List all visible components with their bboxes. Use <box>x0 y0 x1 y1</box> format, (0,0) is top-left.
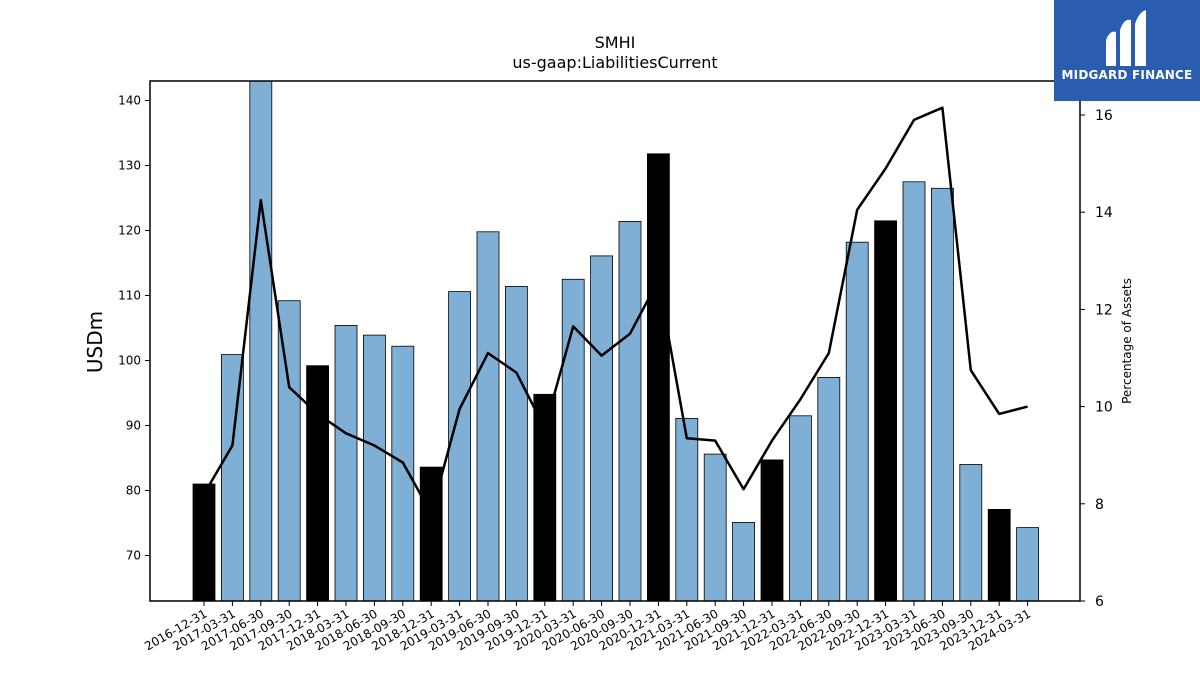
bar-2020-06-30 <box>590 255 613 602</box>
bar-2022-12-31 <box>874 220 897 602</box>
y-tick-label: 110 <box>118 289 141 303</box>
bar-2021-06-30 <box>703 453 727 602</box>
bar-2022-03-31 <box>789 415 812 602</box>
bar-2019-06-30 <box>476 231 500 602</box>
bar-2017-03-31 <box>220 354 244 602</box>
bar-2023-03-31 <box>902 181 926 602</box>
bar-2016-12-31 <box>192 483 216 602</box>
bar-2023-06-30 <box>931 187 954 602</box>
y2-tick-label: 14 <box>1095 205 1113 221</box>
chart-title: SMHI <box>595 33 636 52</box>
y2-axis-label: Percentage of Assets <box>1120 278 1134 404</box>
y-tick-label: 90 <box>126 419 141 433</box>
bar-2021-12-31 <box>760 459 784 602</box>
bar-2018-09-30 <box>391 345 415 602</box>
y2-tick-label: 12 <box>1095 302 1113 318</box>
bar-series <box>192 80 1039 602</box>
bar-2019-09-30 <box>504 285 528 602</box>
y2-tick-label: 8 <box>1095 497 1104 513</box>
bar-2023-09-30 <box>959 464 983 602</box>
bar-2017-09-30 <box>277 300 301 602</box>
y-tick-label: 140 <box>118 94 141 108</box>
y-tick-label: 70 <box>126 549 141 563</box>
plot-frame <box>149 80 1081 602</box>
y-tick-label: 100 <box>118 354 141 368</box>
y-axis-label: USDm <box>83 311 107 373</box>
logo-mark-icon <box>1106 10 1146 66</box>
percentage-line <box>202 106 1028 515</box>
y-tick-label: 130 <box>118 159 141 173</box>
y2-tick-label: 6 <box>1095 594 1104 610</box>
line-series <box>202 106 1028 515</box>
bar-2018-03-31 <box>334 324 358 602</box>
bar-2017-06-30 <box>249 80 273 602</box>
bar-2020-12-31 <box>647 153 670 602</box>
bar-2023-12-31 <box>987 508 1011 602</box>
bar-2024-03-31 <box>1016 527 1039 602</box>
bar-2017-12-31 <box>306 365 330 602</box>
chart-subtitle: us-gaap:LiabilitiesCurrent <box>512 53 717 72</box>
bar-2020-09-30 <box>618 220 642 602</box>
y2-tick-label: 10 <box>1095 400 1113 416</box>
bar-2019-03-31 <box>448 291 472 602</box>
bar-2021-09-30 <box>732 522 755 602</box>
logo-text: MIDGARD FINANCE <box>1061 68 1193 82</box>
bar-2018-06-30 <box>362 334 386 602</box>
bar-2022-06-30 <box>817 376 841 602</box>
midgard-finance-logo: MIDGARD FINANCE <box>1054 0 1200 101</box>
bar-2021-03-31 <box>675 417 699 602</box>
y-tick-label: 80 <box>126 484 141 498</box>
y2-tick-label: 16 <box>1095 108 1113 124</box>
bar-2022-09-30 <box>845 241 869 602</box>
y-tick-label: 120 <box>118 224 141 238</box>
